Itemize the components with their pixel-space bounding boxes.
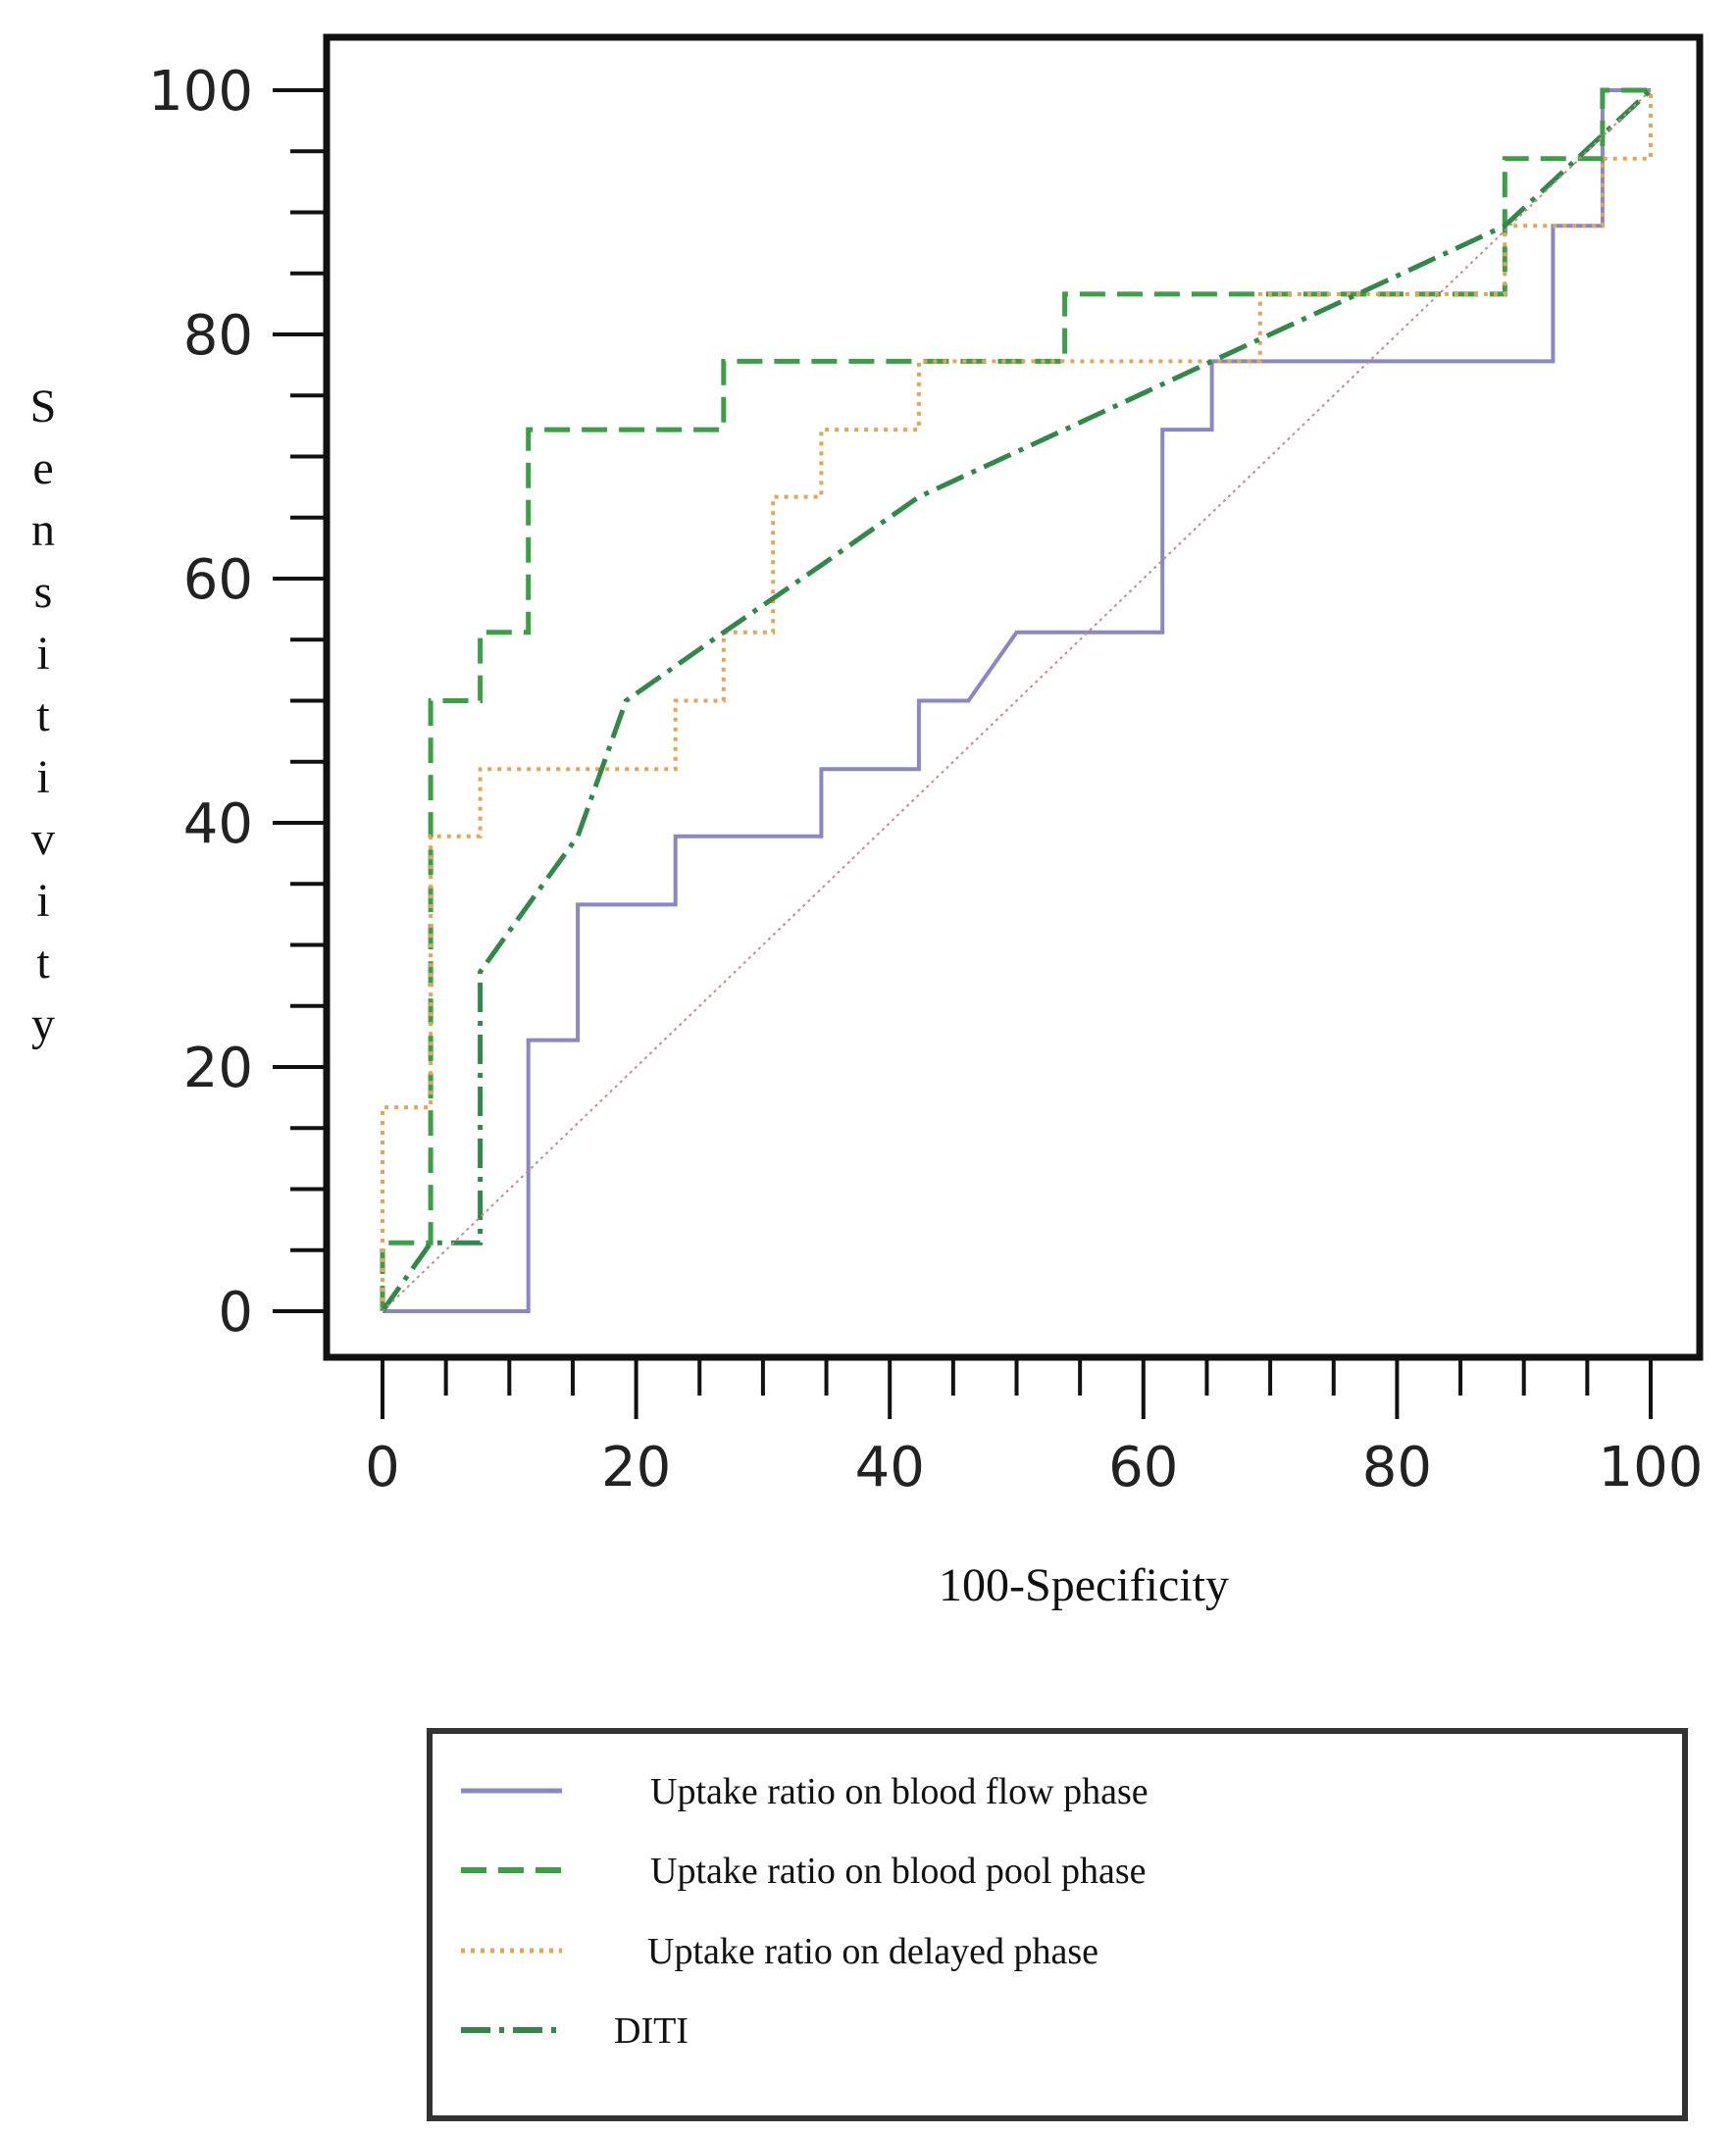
x-tick-label: 40 — [855, 1436, 925, 1500]
legend-label: Uptake ratio on blood flow phase — [650, 1771, 1149, 1812]
y-tick-label: 100 — [148, 60, 253, 124]
series-line-reference-diagonal — [382, 89, 1652, 1312]
y-tick-label: 60 — [183, 548, 253, 612]
y-tick-label: 40 — [183, 792, 253, 856]
legend-label: Uptake ratio on delayed phase — [647, 1931, 1098, 1972]
series-line-uptake-ratio-on-blood-flow-phase — [383, 88, 1651, 1313]
legend-label: DITI — [614, 2010, 689, 2052]
x-tick-label: 60 — [1108, 1436, 1178, 1500]
x-tick-label: 80 — [1362, 1436, 1432, 1500]
y-tick-label: 20 — [183, 1037, 253, 1100]
legend-label: Uptake ratio on blood pool phase — [650, 1851, 1147, 1892]
legend-box — [427, 1728, 1688, 2121]
y-tick-label: 80 — [183, 304, 253, 368]
y-axis: 0 20 40 60 80 100 — [148, 60, 324, 1345]
x-axis-title: 100-Specificity — [939, 1559, 1229, 1611]
plot-frame — [323, 33, 1704, 1361]
legend: Uptake ratio on blood flow phase Uptake r… — [427, 1728, 1688, 2121]
plot-lines — [380, 87, 1653, 1313]
x-tick-label: 20 — [601, 1436, 671, 1500]
x-tick-label: 0 — [365, 1436, 400, 1500]
x-tick-label: 100 — [1599, 1436, 1704, 1500]
series-line-diti — [380, 88, 1653, 1313]
series-line-uptake-ratio-on-delayed-phase — [381, 90, 1653, 1311]
y-tick-label: 0 — [218, 1281, 253, 1345]
x-axis: 0 20 40 60 80 100 — [365, 1358, 1703, 1500]
